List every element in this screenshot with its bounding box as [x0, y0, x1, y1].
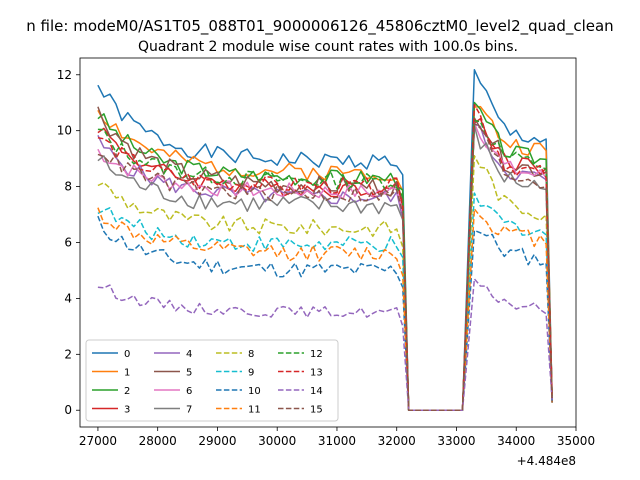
y-tick-label: 8	[64, 180, 72, 194]
figure-suptitle: n file: modeM0/AS1T05_088T01_9000006126_…	[26, 17, 613, 36]
legend-label-8: 8	[248, 349, 254, 360]
x-tick-label: 32000	[378, 434, 416, 448]
y-tick-label: 10	[57, 124, 72, 138]
series-line-14	[97, 278, 553, 411]
series-line-0	[97, 69, 553, 411]
series-line-10	[97, 215, 553, 411]
legend-label-4: 4	[186, 349, 192, 360]
legend-label-9: 9	[248, 368, 254, 379]
legend-label-12: 12	[310, 349, 323, 360]
y-tick-label: 6	[64, 236, 72, 250]
y-tick-label: 4	[64, 291, 72, 305]
x-axis-offset-label: +4.484e8	[517, 454, 576, 468]
series-line-8	[97, 155, 553, 411]
legend-label-1: 1	[124, 368, 130, 379]
chart-title: Quadrant 2 module wise count rates with …	[138, 39, 518, 55]
series-line-9	[97, 192, 553, 411]
x-tick-label: 29000	[198, 434, 236, 448]
legend-label-14: 14	[310, 386, 323, 397]
y-axis: 0 2 4 6 8 10 12	[57, 68, 80, 417]
legend-box	[85, 339, 339, 422]
legend-label-5: 5	[186, 368, 192, 379]
series-line-7	[97, 125, 553, 411]
legend-label-15: 15	[310, 405, 323, 416]
x-tick-label: 30000	[258, 434, 296, 448]
y-tick-label: 12	[57, 68, 72, 82]
x-tick-label: 35000	[557, 434, 595, 448]
legend-label-11: 11	[248, 405, 261, 416]
series-line-11	[97, 207, 553, 411]
series-line-1	[97, 105, 553, 411]
x-tick-label: 34000	[497, 434, 535, 448]
x-tick-label: 31000	[318, 434, 356, 448]
legend-label-0: 0	[124, 349, 130, 360]
series-line-2	[97, 101, 553, 411]
series-line-12	[97, 119, 553, 411]
legend-label-7: 7	[186, 405, 192, 416]
x-tick-label: 28000	[139, 434, 177, 448]
x-tick-label: 27000	[79, 434, 117, 448]
x-axis: 27000 28000 29000 30000 31000 32000 33000 34000…	[79, 427, 595, 448]
legend-label-6: 6	[186, 386, 192, 397]
legend-label-2: 2	[124, 386, 130, 397]
x-tick-label: 33000	[437, 434, 475, 448]
plot-lines	[97, 69, 553, 411]
y-tick-label: 2	[64, 347, 72, 361]
series-line-13	[97, 103, 553, 411]
y-tick-label: 0	[64, 403, 72, 417]
series-line-15	[97, 122, 553, 411]
legend-label-3: 3	[124, 405, 130, 416]
legend-label-13: 13	[310, 368, 323, 379]
legend-label-10: 10	[248, 386, 261, 397]
